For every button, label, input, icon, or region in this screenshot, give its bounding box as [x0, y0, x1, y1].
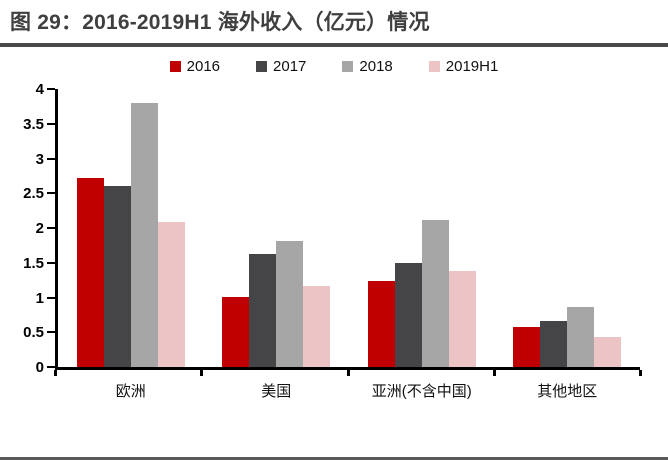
title-rule	[0, 43, 668, 47]
legend-item-2018: 2018	[342, 58, 393, 75]
x-axis-category-label: 欧洲	[115, 383, 146, 400]
bar-2019H1-其他地区	[594, 337, 622, 367]
legend-item-2016: 2016	[169, 58, 221, 75]
x-axis-category-label: 亚洲(不含中国)	[371, 383, 472, 400]
legend-swatch-icon	[428, 61, 440, 72]
y-axis-tick	[47, 157, 55, 160]
legend-item-2019H1: 2019H1	[428, 58, 499, 75]
x-axis-tick	[346, 370, 350, 376]
bar-2018-欧洲	[130, 102, 158, 367]
bar-2017-其他地区	[540, 321, 568, 367]
legend-label: 2017	[273, 58, 307, 75]
y-axis-tick-label: 3	[35, 150, 44, 168]
bar-2016-美国	[222, 296, 250, 367]
y-axis-tick-label: 2	[35, 220, 44, 237]
y-axis-tick	[47, 88, 55, 90]
legend-swatch-icon	[342, 61, 354, 72]
x-axis-category-label: 其他地区	[537, 383, 598, 400]
footer-rule	[0, 457, 668, 460]
legend-swatch-icon	[169, 61, 181, 72]
x-axis-category-label: 美国	[261, 383, 292, 400]
bar-2018-亚洲(不含中国)	[421, 220, 449, 367]
bar-2016-亚洲(不含中国)	[367, 280, 395, 367]
bar-2017-亚洲(不含中国)	[394, 262, 422, 367]
x-axis-tick	[54, 370, 57, 376]
y-axis-tick-label: 4	[35, 81, 44, 98]
y-axis-tick	[47, 296, 55, 299]
legend-label: 2018	[359, 58, 393, 75]
chart-legend: 2016 2017 2018 2019H1	[0, 59, 668, 74]
y-axis-tick-label: 3.5	[23, 115, 44, 133]
y-axis-tick-label: 2.5	[23, 185, 44, 203]
x-axis-tick	[200, 370, 204, 376]
x-axis-tick	[639, 370, 642, 376]
y-axis-tick-label: 1	[35, 289, 44, 307]
bar-2016-其他地区	[513, 326, 541, 367]
legend-swatch-icon	[256, 61, 268, 72]
legend-item-2017: 2017	[256, 59, 306, 74]
bar-2019H1-欧洲	[157, 221, 185, 367]
bar-2017-美国	[249, 254, 277, 367]
y-axis-tick	[47, 192, 55, 195]
bar-2016-欧洲	[76, 177, 104, 367]
bar-2017-欧洲	[103, 186, 131, 367]
y-axis-tick	[47, 366, 55, 368]
legend-label: 2016	[186, 58, 221, 75]
y-axis-tick	[47, 331, 55, 334]
y-axis-tick-label: 1.5	[23, 254, 44, 272]
y-axis-tick-label: 0	[35, 359, 44, 376]
y-axis-tick	[47, 122, 55, 125]
legend-label: 2019H1	[445, 58, 499, 75]
figure-title: 图 29：2016-2019H1 海外收入（亿元）情况	[10, 11, 430, 34]
x-axis-tick	[492, 370, 496, 376]
bar-2018-其他地区	[567, 306, 595, 367]
y-axis-tick	[47, 261, 55, 264]
y-axis-tick-label: 0.5	[23, 324, 44, 342]
bar-2019H1-美国	[303, 286, 331, 367]
bar-2019H1-亚洲(不含中国)	[448, 271, 476, 367]
plot-area	[55, 89, 640, 370]
bar-2018-美国	[276, 240, 304, 367]
y-axis-tick	[47, 227, 55, 229]
